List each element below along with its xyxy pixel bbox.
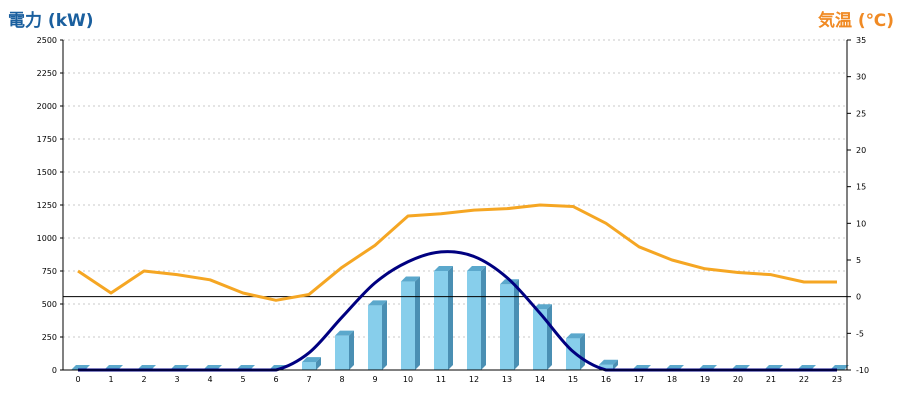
bar-side (613, 359, 618, 370)
right-tick-label: 25 (856, 109, 866, 118)
bar (302, 357, 321, 370)
right-tick-label: 20 (856, 146, 866, 155)
right-tick-label: 10 (856, 219, 866, 228)
gridlines (63, 39, 847, 338)
bar-top (599, 359, 618, 365)
bar-side (382, 300, 387, 370)
left-tick-label: 1000 (37, 234, 57, 243)
x-tick-label: 5 (240, 375, 245, 384)
bar-side (316, 357, 321, 370)
x-tick-label: 6 (273, 375, 278, 384)
bar (401, 276, 420, 370)
left-tick-label: 2250 (37, 69, 57, 78)
bar (533, 304, 552, 370)
bar (368, 300, 387, 370)
left-tick-label: 1250 (37, 201, 57, 210)
bar-top (302, 357, 321, 363)
x-tick-label: 0 (75, 375, 80, 384)
x-tick-label: 1 (108, 375, 113, 384)
right-tick-label: 5 (856, 256, 861, 265)
bar-side (580, 333, 585, 370)
x-tick-label: 10 (403, 375, 413, 384)
x-tick-label: 7 (306, 375, 311, 384)
bar (599, 359, 618, 370)
x-tick-label: 21 (766, 375, 776, 384)
line-series (77, 203, 837, 372)
right-tick-label: 0 (856, 293, 861, 302)
x-tick-label: 2 (141, 375, 146, 384)
x-tick-label: 11 (436, 375, 446, 384)
bar-top (434, 266, 453, 271)
right-tick-label: -10 (856, 366, 869, 375)
x-tick-label: 13 (502, 375, 512, 384)
bar-series (71, 266, 849, 370)
left-tick-label: 750 (42, 267, 57, 276)
x-tick-label: 18 (667, 375, 677, 384)
left-tick-label: 500 (42, 300, 57, 309)
bar-side (448, 266, 453, 370)
bar (500, 279, 519, 370)
x-tick-label: 16 (601, 375, 611, 384)
temperature-line (77, 203, 837, 302)
bar (434, 266, 453, 370)
x-tick-label: 23 (832, 375, 842, 384)
left-tick-label: 1750 (37, 135, 57, 144)
right-tick-label: 35 (856, 36, 866, 45)
right-tick-label: 30 (856, 73, 866, 82)
x-tick-label: 3 (174, 375, 179, 384)
x-tick-label: 4 (207, 375, 212, 384)
bar (335, 330, 354, 370)
bar-front (533, 309, 547, 370)
x-tick-label: 15 (568, 375, 578, 384)
bar-top (467, 266, 486, 271)
x-tick-label: 8 (339, 375, 344, 384)
x-tick-label: 22 (799, 375, 809, 384)
left-tick-label: 0 (52, 366, 57, 375)
left-tick-label: 2500 (37, 36, 57, 45)
bar-top (566, 333, 585, 339)
bar (467, 266, 486, 370)
left-tick-label: 2000 (37, 102, 57, 111)
x-tick-label: 19 (700, 375, 710, 384)
bar-side (547, 304, 552, 370)
x-tick-label: 14 (535, 375, 545, 384)
x-tick-label: 17 (634, 375, 644, 384)
bar-front (467, 271, 481, 370)
bar-front (434, 271, 448, 370)
left-tick-label: 250 (42, 333, 57, 342)
bar-front (599, 364, 613, 370)
bar-front (500, 284, 514, 370)
bar-side (349, 330, 354, 370)
left-axis-title: 電力 (kW) (8, 11, 94, 31)
x-tick-label: 9 (372, 375, 377, 384)
bar-front (302, 362, 316, 370)
bar-top (401, 276, 420, 282)
bar-front (335, 335, 349, 370)
x-tick-label: 12 (469, 375, 479, 384)
right-tick-label: 15 (856, 183, 866, 192)
bar-front (368, 305, 382, 370)
bar-top (335, 330, 354, 336)
bar-side (415, 276, 420, 370)
right-axis-title: 気温 (℃) (817, 11, 894, 31)
bar-top (533, 304, 552, 310)
bar-front (401, 281, 415, 370)
bar-side (514, 279, 519, 370)
left-tick-label: 1500 (37, 168, 57, 177)
axes (60, 39, 851, 371)
bar (566, 333, 585, 370)
tick-labels: 02505007501000125015001750200022502500-1… (37, 36, 869, 384)
x-tick-label: 20 (733, 375, 743, 384)
right-tick-label: -5 (856, 329, 864, 338)
bar-top (368, 300, 387, 306)
bar-side (481, 266, 486, 370)
